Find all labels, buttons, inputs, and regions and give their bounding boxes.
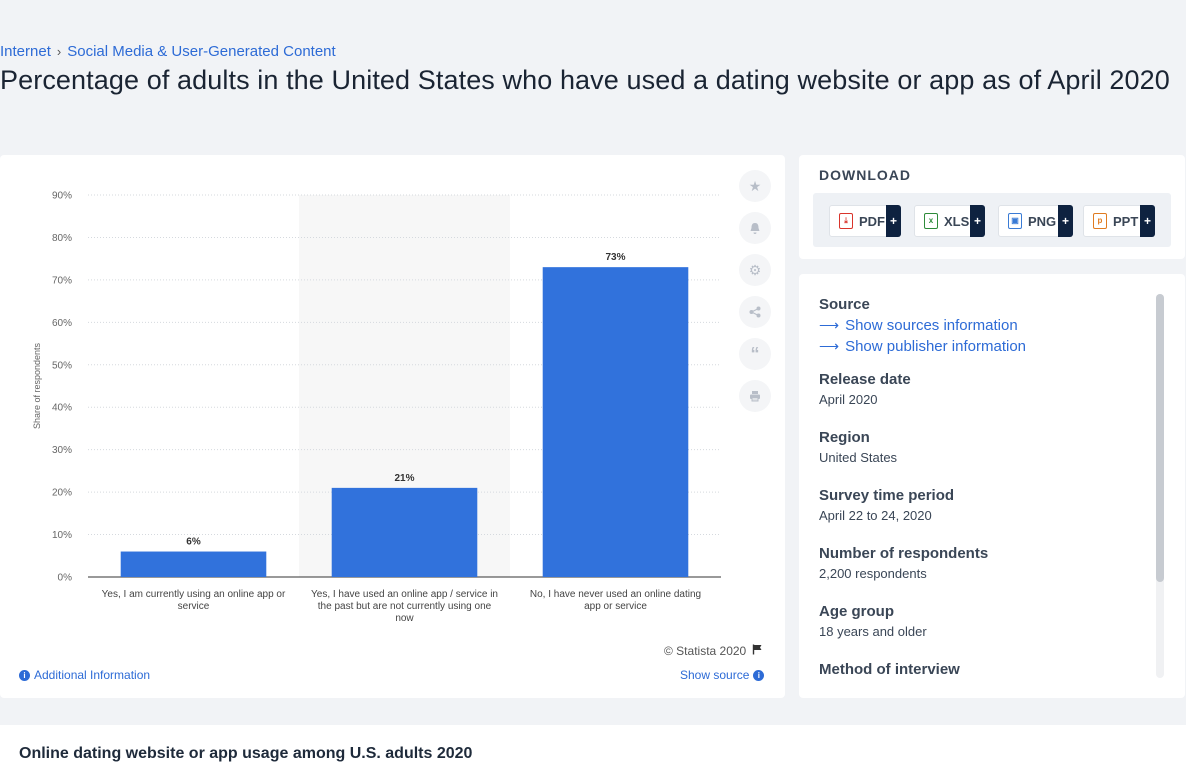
age-group-value: 18 years and older: [819, 624, 927, 639]
additional-information-label: Additional Information: [34, 668, 151, 682]
download-buttons: ⤓ PDF + x XLS + ▣ PNG + p PPT +: [813, 193, 1171, 247]
download-title: DOWNLOAD: [819, 167, 911, 183]
y-tick-label: 30%: [52, 445, 72, 456]
page-title: Percentage of adults in the United State…: [0, 65, 1170, 95]
y-tick-label: 0%: [58, 573, 73, 584]
png-label: PNG: [1028, 213, 1057, 229]
y-tick-label: 20%: [52, 488, 72, 499]
download-xls-button[interactable]: x XLS +: [914, 205, 985, 237]
info-icon: i: [753, 669, 765, 681]
survey-period-value: April 22 to 24, 2020: [819, 508, 932, 523]
statistic-info-card: Source ⟶ Show sources information ⟶ Show…: [799, 274, 1185, 698]
download-ppt-button[interactable]: p PPT +: [1083, 205, 1155, 237]
download-pdf-button[interactable]: ⤓ PDF +: [829, 205, 901, 237]
y-tick-label: 50%: [52, 360, 72, 371]
xls-file-icon: x: [924, 213, 938, 229]
bar: [120, 551, 267, 577]
copyright-text: © Statista 2020: [664, 644, 747, 658]
download-png-button[interactable]: ▣ PNG +: [998, 205, 1073, 237]
x-tick-label: Yes, I am currently using an online app …: [102, 589, 286, 600]
source-label: Source: [819, 296, 870, 313]
region-label: Region: [819, 429, 870, 446]
x-tick-label: app or service: [584, 601, 647, 612]
info-icon: i: [19, 669, 30, 681]
y-tick-label: 70%: [52, 275, 72, 286]
x-tick-label: No, I have never used an online dating: [530, 589, 701, 600]
scrollbar-thumb[interactable]: [1156, 294, 1164, 582]
x-tick-label: service: [178, 601, 210, 612]
show-publisher-label: Show publisher information: [845, 338, 1027, 355]
y-tick-label: 60%: [52, 318, 72, 329]
bar-value-label: 21%: [394, 473, 414, 484]
survey-period-label: Survey time period: [819, 487, 955, 504]
show-sources-label: Show sources information: [845, 317, 1018, 334]
plus-icon[interactable]: +: [1140, 205, 1155, 237]
png-file-icon: ▣: [1008, 213, 1022, 229]
download-card: DOWNLOAD ⤓ PDF + x XLS + ▣ PNG + p PPT +: [799, 155, 1185, 259]
related-statistic-title[interactable]: Online dating website or app usage among…: [19, 745, 473, 762]
y-tick-label: 80%: [52, 233, 72, 244]
related-statistic-card: Online dating website or app usage among…: [0, 725, 1186, 775]
breadcrumb-separator: ›: [56, 44, 62, 59]
breadcrumb-item-internet[interactable]: Internet: [0, 43, 51, 60]
plus-icon[interactable]: +: [886, 205, 901, 237]
bar: [331, 487, 478, 577]
bar-value-label: 6%: [186, 537, 201, 548]
show-source-label: Show source: [680, 668, 750, 682]
y-tick-label: 40%: [52, 403, 72, 414]
ppt-label: PPT: [1113, 213, 1139, 229]
breadcrumb-item-social-media[interactable]: Social Media & User-Generated Content: [67, 43, 336, 60]
info-scrollbar[interactable]: [1156, 294, 1164, 678]
chart-card: 0% 10% 20% 30% 40% 50% 60% 70% 80% 90% Share of re…: [0, 155, 785, 698]
y-tick-label: 90%: [52, 191, 72, 202]
interview-method-label: Method of interview: [819, 661, 960, 678]
ppt-file-icon: p: [1093, 213, 1107, 229]
quote-icon[interactable]: “: [739, 338, 771, 370]
show-publisher-link[interactable]: ⟶ Show publisher information: [819, 338, 1149, 355]
y-tick-label: 10%: [52, 530, 72, 541]
xls-label: XLS: [944, 213, 970, 229]
arrow-right-icon: ⟶: [819, 338, 840, 354]
chart-tools: ★ ⚙ “: [739, 170, 771, 422]
x-tick-label: the past but are not currently using one: [318, 601, 492, 612]
respondents-value: 2,200 respondents: [819, 566, 927, 581]
additional-information-link[interactable]: i Additional Information: [19, 668, 150, 682]
star-icon[interactable]: ★: [739, 170, 771, 202]
respondents-label: Number of respondents: [819, 545, 989, 562]
show-source-link[interactable]: Show source i: [680, 668, 765, 682]
gear-icon[interactable]: ⚙: [739, 254, 771, 286]
print-icon[interactable]: [739, 380, 771, 412]
info-content: Source ⟶ Show sources information ⟶ Show…: [819, 296, 1149, 682]
release-date-label: Release date: [819, 371, 911, 388]
share-icon[interactable]: [739, 296, 771, 328]
pdf-label: PDF: [859, 213, 885, 229]
bar-value-label: 73%: [605, 252, 625, 263]
top-bar: [0, 0, 1186, 40]
flag-icon[interactable]: [752, 644, 763, 658]
age-group-label: Age group: [819, 603, 894, 620]
show-sources-link[interactable]: ⟶ Show sources information: [819, 317, 1149, 334]
bar-chart: 0% 10% 20% 30% 40% 50% 60% 70% 80% 90% Share of re…: [32, 191, 721, 624]
bar: [542, 267, 689, 577]
x-tick-label: now: [395, 613, 414, 624]
chart-copyright: © Statista 2020: [664, 644, 763, 658]
pdf-file-icon: ⤓: [839, 213, 853, 229]
plus-icon[interactable]: +: [970, 205, 985, 237]
x-tick-label: Yes, I have used an online app / service…: [311, 589, 498, 600]
plus-icon[interactable]: +: [1058, 205, 1073, 237]
release-date-value: April 2020: [819, 392, 878, 407]
y-axis-label: Share of respondents: [32, 342, 42, 429]
arrow-right-icon: ⟶: [819, 317, 840, 333]
breadcrumb: Internet › Social Media & User-Generated…: [0, 43, 336, 60]
region-value: United States: [819, 450, 898, 465]
bell-icon[interactable]: [739, 212, 771, 244]
